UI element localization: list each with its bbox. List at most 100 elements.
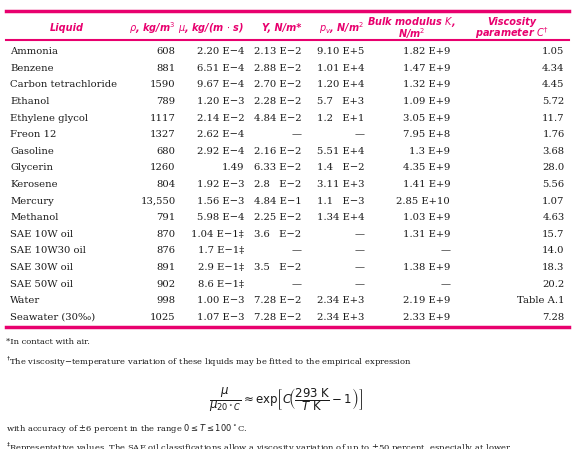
Text: 15.7: 15.7 [542,230,565,239]
Text: 1.20 E+4: 1.20 E+4 [317,80,364,89]
Text: 1.47 E+9: 1.47 E+9 [403,64,450,73]
Text: 1.92 E−3: 1.92 E−3 [197,180,244,189]
Text: 1.3 E+9: 1.3 E+9 [409,147,450,156]
Text: 5.56: 5.56 [542,180,565,189]
Text: 4.45: 4.45 [542,80,565,89]
Text: Ammonia: Ammonia [10,47,58,56]
Text: 1.2   E+1: 1.2 E+1 [317,114,364,123]
Text: Bulk modulus $K$,: Bulk modulus $K$, [367,15,456,30]
Text: 608: 608 [157,47,176,56]
Text: 3.11 E+3: 3.11 E+3 [317,180,364,189]
Text: 9.67 E−4: 9.67 E−4 [197,80,244,89]
Text: SAE 10W30 oil: SAE 10W30 oil [10,247,86,255]
Text: —: — [292,280,301,289]
Text: —: — [292,130,301,139]
Text: —: — [355,263,364,272]
Text: 8.6 E−1‡: 8.6 E−1‡ [198,280,244,289]
Text: 4.34: 4.34 [542,64,565,73]
Text: 1260: 1260 [150,163,176,172]
Text: $p_v$, N/m$^2$: $p_v$, N/m$^2$ [319,20,364,36]
Text: 11.7: 11.7 [542,114,565,123]
Text: 6.33 E−2: 6.33 E−2 [254,163,301,172]
Text: 1.31 E+9: 1.31 E+9 [403,230,450,239]
Text: 1.20 E−3: 1.20 E−3 [197,97,244,106]
Text: $^{\dagger}$The viscosity$-$temperature variation of these liquids may be fitted: $^{\dagger}$The viscosity$-$temperature … [6,355,411,369]
Text: 1327: 1327 [150,130,176,139]
Text: 1.49: 1.49 [222,163,244,172]
Text: Mercury: Mercury [10,197,54,206]
Text: Water: Water [10,296,41,305]
Text: 1.1   E−3: 1.1 E−3 [317,197,364,206]
Text: Seawater (30‰): Seawater (30‰) [10,313,96,322]
Text: Y, N/m*: Y, N/m* [262,23,301,33]
Text: Benzene: Benzene [10,64,54,73]
Text: —: — [440,280,450,289]
Text: 7.28 E−2: 7.28 E−2 [254,313,301,322]
Text: 2.16 E−2: 2.16 E−2 [254,147,301,156]
Text: 28.0: 28.0 [542,163,565,172]
Text: Table A.1: Table A.1 [517,296,565,305]
Text: Liquid: Liquid [50,23,84,33]
Text: Viscosity: Viscosity [487,18,537,27]
Text: 2.62 E−4: 2.62 E−4 [197,130,244,139]
Text: Gasoline: Gasoline [10,147,54,156]
Text: 3.6   E−2: 3.6 E−2 [255,230,301,239]
Text: 6.51 E−4: 6.51 E−4 [197,64,244,73]
Text: 2.25 E−2: 2.25 E−2 [254,213,301,222]
Text: parameter $C$$^{\dagger}$: parameter $C$$^{\dagger}$ [475,25,549,41]
Text: 2.28 E−2: 2.28 E−2 [254,97,301,106]
Text: 2.14 E−2: 2.14 E−2 [197,114,244,123]
Text: 5.72: 5.72 [542,97,565,106]
Text: 791: 791 [156,213,176,222]
Text: 680: 680 [157,147,176,156]
Text: $\rho$, kg/m$^3$: $\rho$, kg/m$^3$ [129,20,176,36]
Text: 998: 998 [157,296,176,305]
Text: 1.38 E+9: 1.38 E+9 [403,263,450,272]
Text: 1.41 E+9: 1.41 E+9 [403,180,450,189]
Text: —: — [355,247,364,255]
Text: 2.20 E−4: 2.20 E−4 [197,47,244,56]
Text: —: — [355,130,364,139]
Text: 1.09 E+9: 1.09 E+9 [403,97,450,106]
Text: $^{\ddagger}$Representative values. The SAE oil classifications allow a viscosit: $^{\ddagger}$Representative values. The … [6,440,511,449]
Text: Ethylene glycol: Ethylene glycol [10,114,88,123]
Text: Kerosene: Kerosene [10,180,58,189]
Text: 1.76: 1.76 [542,130,565,139]
Text: $\mu$, kg/(m $\cdot$ s): $\mu$, kg/(m $\cdot$ s) [178,21,244,35]
Text: 3.5   E−2: 3.5 E−2 [254,263,301,272]
Text: 789: 789 [157,97,176,106]
Text: 4.63: 4.63 [542,213,565,222]
Text: Ethanol: Ethanol [10,97,50,106]
Text: Methanol: Methanol [10,213,59,222]
Text: 13,550: 13,550 [140,197,176,206]
Text: 2.92 E−4: 2.92 E−4 [197,147,244,156]
Text: —: — [355,230,364,239]
Text: with accuracy of $\pm$6 percent in the range $0 \leq T \leq 100^\circ$C.: with accuracy of $\pm$6 percent in the r… [6,422,247,435]
Text: SAE 10W oil: SAE 10W oil [10,230,73,239]
Text: 2.34 E+3: 2.34 E+3 [317,313,364,322]
Text: 1.56 E−3: 1.56 E−3 [197,197,244,206]
Text: 804: 804 [156,180,176,189]
Text: 2.33 E+9: 2.33 E+9 [403,313,450,322]
Text: 1.32 E+9: 1.32 E+9 [403,80,450,89]
Text: 4.84 E−2: 4.84 E−2 [254,114,301,123]
Text: Carbon tetrachloride: Carbon tetrachloride [10,80,117,89]
Text: 4.84 E−1: 4.84 E−1 [254,197,301,206]
Text: 2.34 E+3: 2.34 E+3 [317,296,364,305]
Text: —: — [440,247,450,255]
Text: 1.01 E+4: 1.01 E+4 [317,64,364,73]
Text: 2.70 E−2: 2.70 E−2 [254,80,301,89]
Text: 1025: 1025 [150,313,176,322]
Text: 881: 881 [156,64,176,73]
Text: 1.82 E+9: 1.82 E+9 [403,47,450,56]
Text: 2.85 E+10: 2.85 E+10 [396,197,450,206]
Text: —: — [292,247,301,255]
Text: 902: 902 [157,280,176,289]
Text: Freon 12: Freon 12 [10,130,57,139]
Text: 3.05 E+9: 3.05 E+9 [403,114,450,123]
Text: 1.7 E−1‡: 1.7 E−1‡ [198,247,244,255]
Text: 2.88 E−2: 2.88 E−2 [254,64,301,73]
Text: 2.13 E−2: 2.13 E−2 [254,47,301,56]
Text: 7.95 E+8: 7.95 E+8 [403,130,450,139]
Text: 4.35 E+9: 4.35 E+9 [403,163,450,172]
